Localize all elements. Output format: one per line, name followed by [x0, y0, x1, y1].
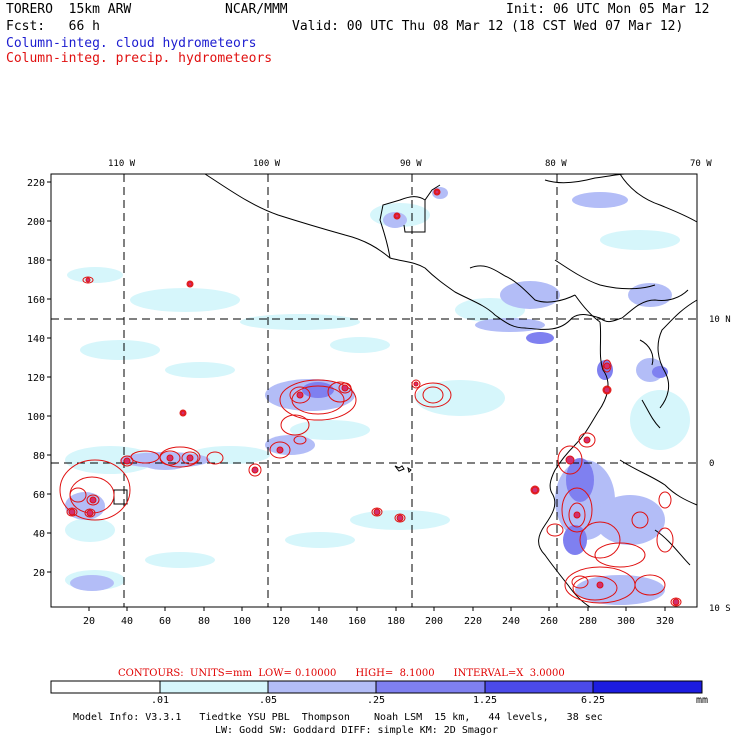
- y-tick-label: 220: [27, 178, 45, 189]
- y-tick-label: 20: [33, 568, 45, 579]
- colorbar-label: 1.25: [472, 695, 498, 706]
- x-tick-label: 280: [579, 616, 597, 627]
- lon-label-90w: 90 W: [400, 159, 422, 169]
- x-tick-label: 300: [617, 616, 635, 627]
- physics-info: LW: Godd SW: Goddard DIFF: simple KM: 2D…: [215, 725, 498, 736]
- y-tick-label: 40: [33, 529, 45, 540]
- organization-label: NCAR/MMM: [225, 2, 288, 17]
- precip-hydrometeors-label: Column-integ. precip. hydrometeors: [6, 51, 273, 66]
- lon-label-80w: 80 W: [545, 159, 567, 169]
- lat-label-10n: 10 N: [709, 315, 731, 325]
- y-tick-label: 160: [27, 295, 45, 306]
- cloud-hydrometeors-label: Column-integ. cloud hydrometeors: [6, 36, 257, 51]
- x-tick-label: 80: [198, 616, 210, 627]
- colorbar-segment: [484, 680, 594, 694]
- x-tick-label: 220: [464, 616, 482, 627]
- y-tick-label: 200: [27, 217, 45, 228]
- y-tick-label: 100: [27, 412, 45, 423]
- x-tick-label: 100: [233, 616, 251, 627]
- map-frame: [50, 173, 698, 608]
- lat-label-0: 0: [709, 459, 714, 469]
- x-tick-label: 160: [348, 616, 366, 627]
- x-tick-label: 20: [83, 616, 95, 627]
- x-tick-label: 60: [159, 616, 171, 627]
- colorbar-segment: [375, 680, 486, 694]
- colorbar-segment: [50, 680, 161, 694]
- lon-label-70w: 70 W: [690, 159, 712, 169]
- y-tick-label: 60: [33, 490, 45, 501]
- x-tick-label: 40: [121, 616, 133, 627]
- x-tick-label: 180: [387, 616, 405, 627]
- lon-label-110w: 110 W: [108, 159, 136, 169]
- y-tick-label: 140: [27, 334, 45, 345]
- colorbar-label: 6.25: [580, 695, 606, 706]
- contour-info: CONTOURS: UNITS=mm LOW= 0.10000 HIGH= 8.…: [118, 668, 565, 679]
- lon-label-100w: 100 W: [253, 159, 281, 169]
- colorbar-segment: [159, 680, 269, 694]
- lat-lon-grid: [51, 174, 697, 607]
- y-tick-label: 180: [27, 256, 45, 267]
- colorbar-label: .05: [258, 695, 278, 706]
- x-tick-label: 140: [310, 616, 328, 627]
- colorbar-segment: [592, 680, 703, 694]
- y-tick-label: 80: [33, 451, 45, 462]
- x-tick-label: 260: [540, 616, 558, 627]
- colorbar-unit: mm: [695, 695, 709, 706]
- x-tick-label: 320: [656, 616, 674, 627]
- x-tick-label: 200: [425, 616, 443, 627]
- valid-time: Valid: 00 UTC Thu 08 Mar 12 (18 CST Wed …: [292, 19, 684, 34]
- init-time: Init: 06 UTC Mon 05 Mar 12: [506, 2, 710, 17]
- lat-label-10s: 10 S: [709, 604, 731, 614]
- precip-maxima: [68, 189, 680, 606]
- colorbar-segment: [267, 680, 377, 694]
- colorbar-label: .25: [366, 695, 386, 706]
- model-title: TORERO 15km ARW: [6, 2, 132, 17]
- axis-ticks: [47, 181, 666, 611]
- colorbar: [50, 680, 703, 694]
- x-tick-label: 240: [502, 616, 520, 627]
- x-tick-label: 120: [272, 616, 290, 627]
- forecast-hour: Fcst: 66 h: [6, 19, 100, 34]
- y-tick-label: 120: [27, 373, 45, 384]
- model-info: Model Info: V3.3.1 Tiedtke YSU PBL Thomp…: [73, 712, 603, 723]
- precip-contours: [59, 188, 682, 607]
- colorbar-label: .01: [150, 695, 170, 706]
